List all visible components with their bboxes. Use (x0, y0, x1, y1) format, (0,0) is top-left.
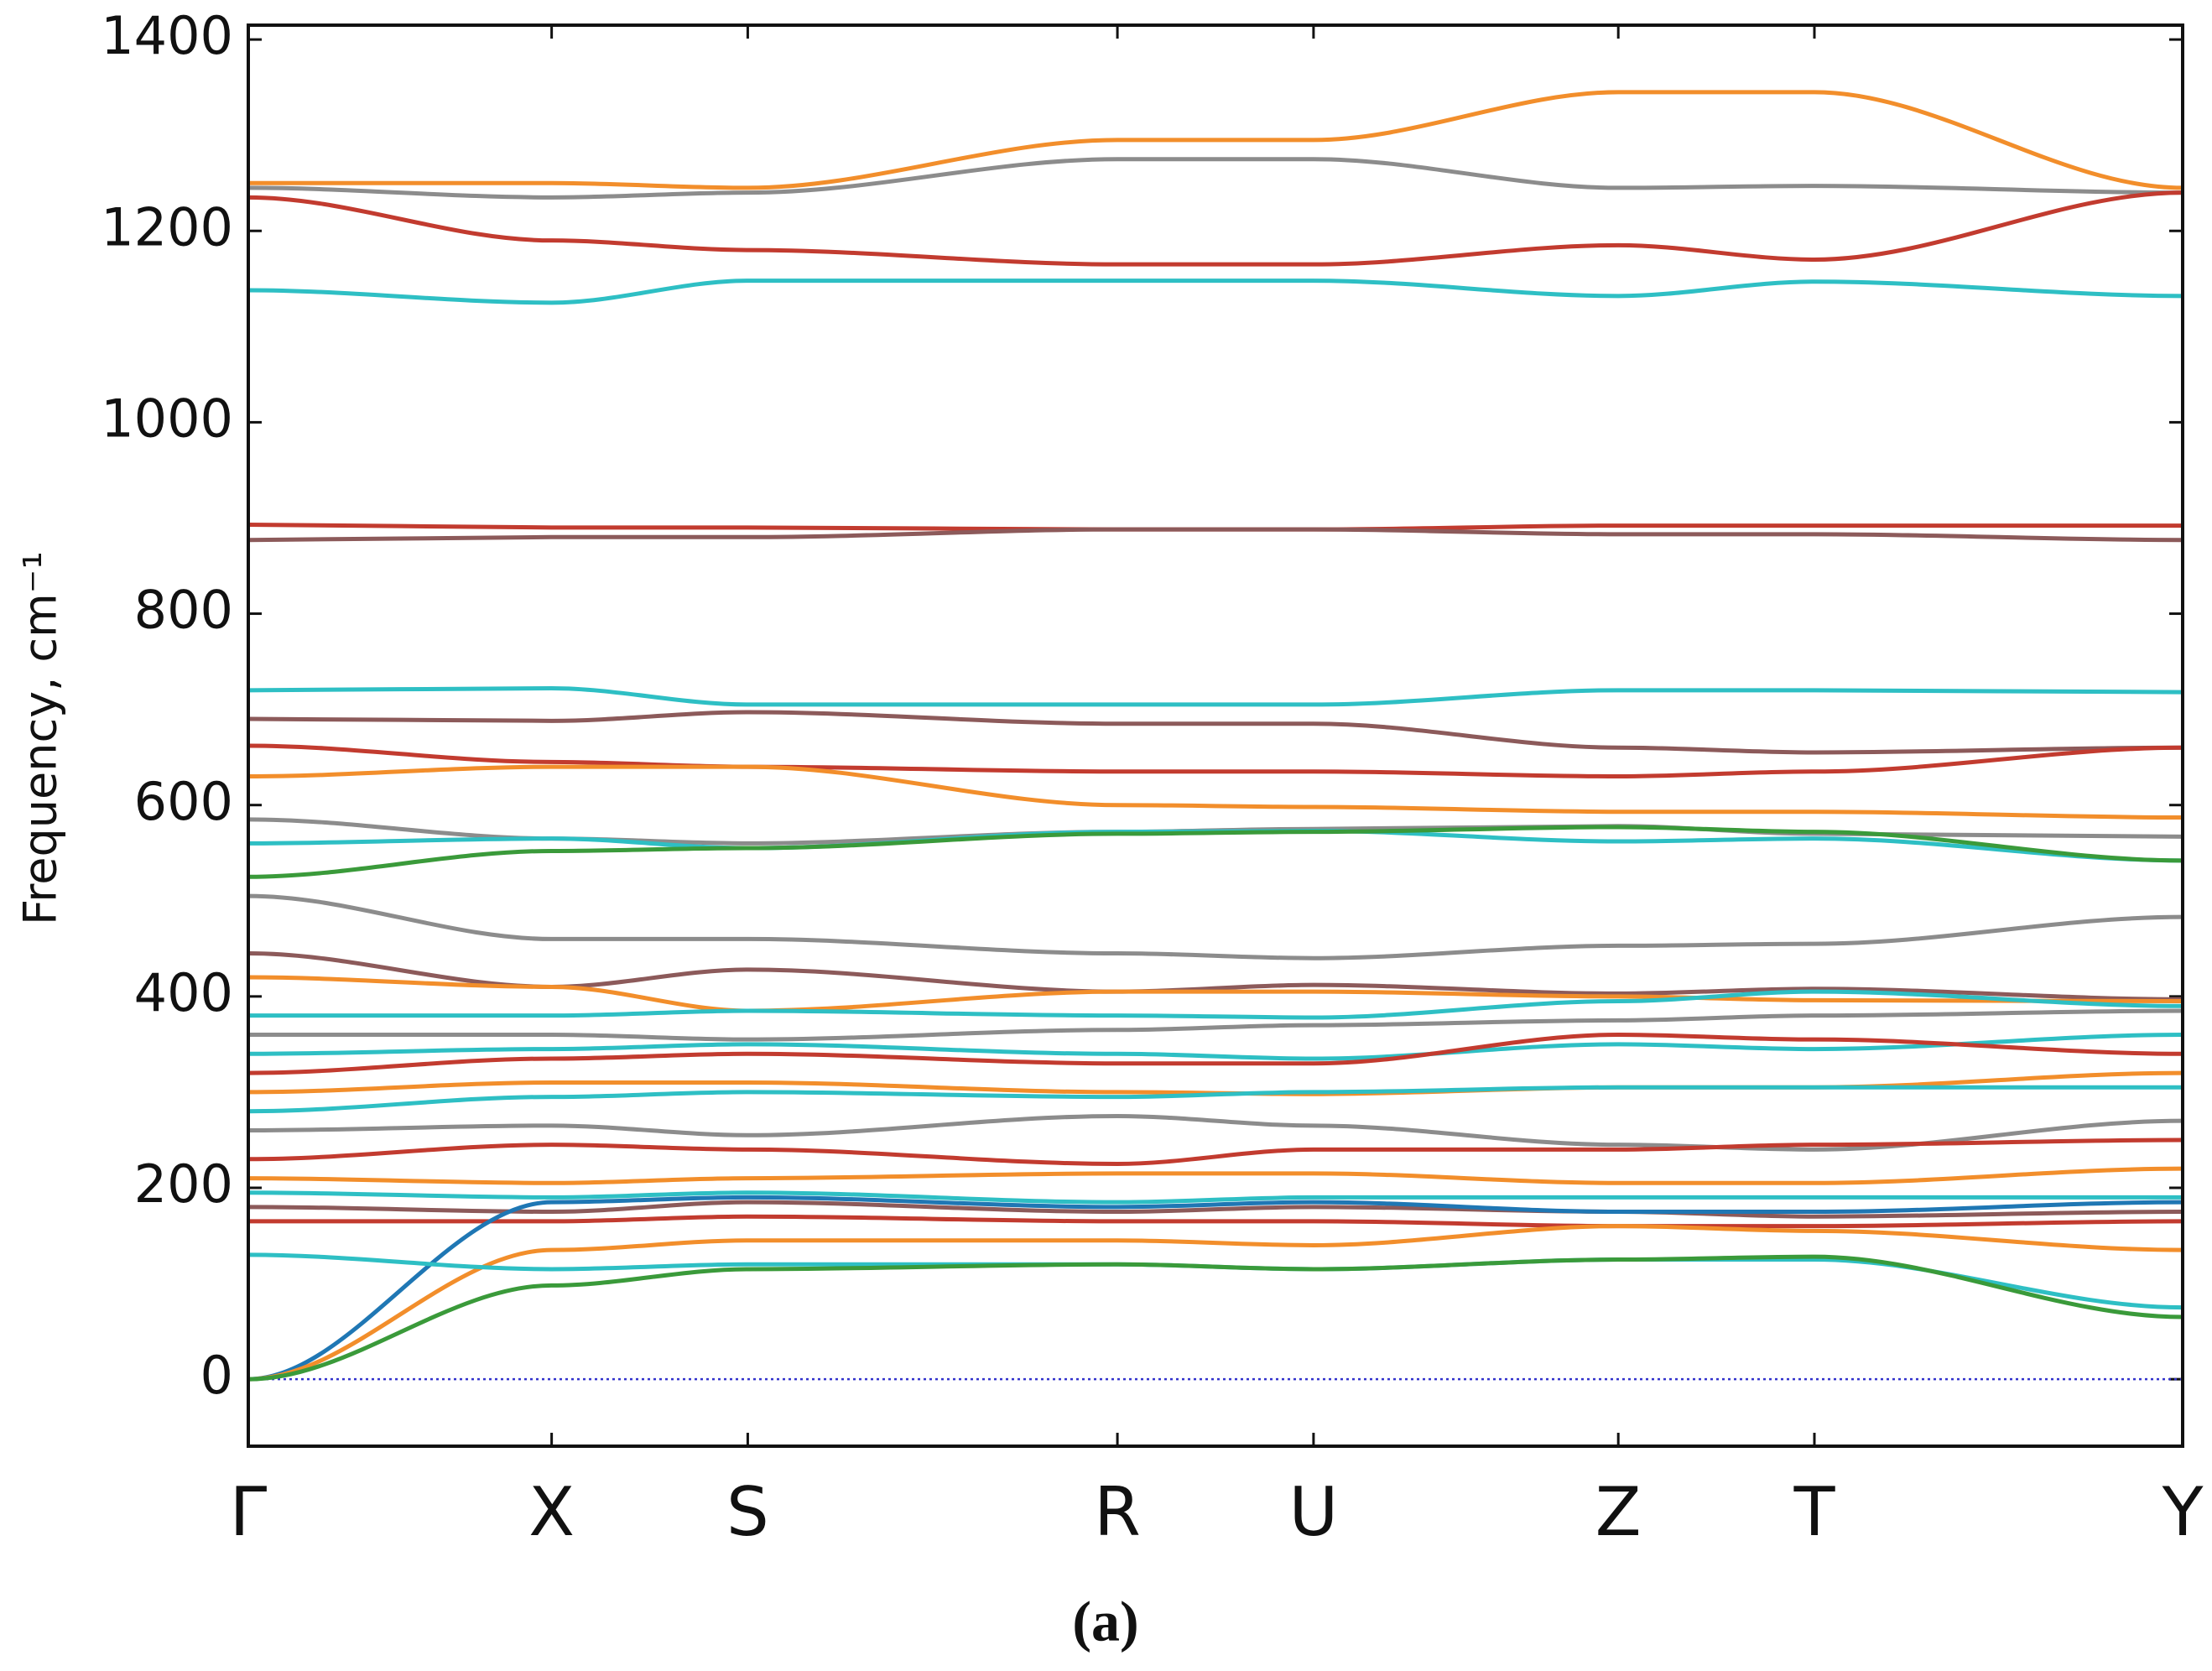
band-line (247, 1008, 2183, 1042)
x-tick-label: Γ (230, 1473, 268, 1551)
band-line (247, 527, 2183, 543)
plot-frame (247, 23, 2184, 1448)
y-tick-label: 800 (134, 580, 233, 641)
band-line (247, 1137, 2183, 1166)
band-line (247, 278, 2183, 305)
band-line (248, 989, 2183, 1020)
band-line (247, 90, 2183, 190)
x-tick-label: X (528, 1473, 575, 1551)
band-line (247, 825, 2183, 879)
y-axis-label: Frequency, cm⁻¹ (14, 551, 67, 925)
y-tick-label: 1000 (101, 388, 233, 450)
band-line (247, 1085, 2183, 1114)
band-line (247, 743, 2183, 778)
x-tick-label: Z (1595, 1473, 1642, 1551)
band-line (247, 1254, 2183, 1382)
band-line (247, 764, 2183, 820)
x-tick-label: U (1289, 1473, 1339, 1551)
band-line (247, 893, 2183, 960)
y-tick-label: 200 (134, 1153, 233, 1215)
band-line (247, 1070, 2183, 1096)
x-tick-label: Y (2162, 1473, 2204, 1551)
y-tick-label: 600 (134, 771, 233, 832)
band-line (248, 1214, 2183, 1229)
band-line (247, 1224, 2183, 1382)
y-tick-label: 1200 (101, 196, 233, 258)
y-tick-label: 400 (134, 962, 233, 1023)
band-line (247, 1113, 2183, 1152)
band-line (247, 1200, 2183, 1219)
x-tick-label: T (1793, 1473, 1836, 1551)
band-line (247, 686, 2183, 707)
y-tick-label: 0 (200, 1345, 233, 1406)
band-line (247, 710, 2183, 755)
band-line (247, 1032, 2183, 1061)
band-line (247, 975, 2183, 1013)
x-tick-label: S (726, 1473, 769, 1551)
caption: (a) (1072, 1590, 1138, 1653)
band-line (247, 157, 2183, 200)
band-line (247, 1195, 2183, 1382)
y-tick-label: 1400 (101, 5, 233, 66)
x-tick-label: R (1094, 1473, 1141, 1551)
band-line (247, 190, 2183, 267)
band-line (247, 1032, 2183, 1075)
band-line (247, 1190, 2183, 1205)
band-line (247, 1166, 2183, 1185)
